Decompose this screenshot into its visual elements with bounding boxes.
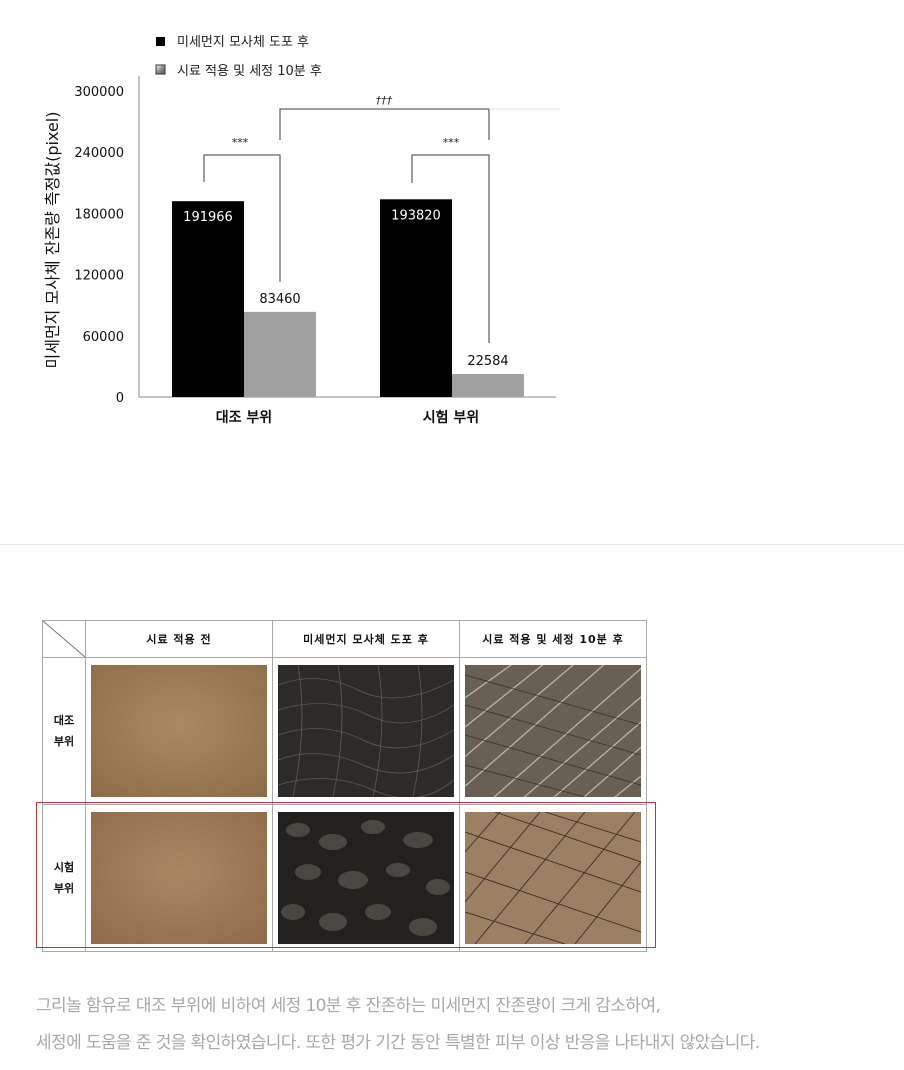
photo-cell <box>272 804 460 952</box>
photo-cell <box>272 657 460 805</box>
y-tick-label: 180000 <box>74 207 124 222</box>
caption-line-1: 그리놀 함유로 대조 부위에 비하여 세정 10분 후 잔존하는 미세먼지 잔존… <box>36 996 661 1016</box>
skin-photo-test-before <box>91 812 267 944</box>
row-header-test-line1: 시험 <box>53 861 75 874</box>
skin-photo-test-wash <box>465 812 641 944</box>
bar-value-label: 191966 <box>183 210 233 225</box>
column-header-after-wash: 시료 적용 및 세정 10분 후 <box>459 620 647 658</box>
legend-label-2: 시료 적용 및 세정 10분 후 <box>177 64 322 79</box>
bar-control-dust <box>172 201 244 397</box>
significance-bracket-between <box>279 108 490 140</box>
legend-swatch-black <box>156 37 165 46</box>
result-caption: 그리놀 함유로 대조 부위에 비하여 세정 10분 후 잔존하는 미세먼지 잔존… <box>36 988 896 1062</box>
skin-photo-test-dust <box>278 812 454 944</box>
diagonal-line <box>43 621 85 657</box>
column-header-before: 시료 적용 전 <box>85 620 273 658</box>
skin-photo-table: 시료 적용 전 미세먼지 모사체 도포 후 시료 적용 및 세정 10분 후 대… <box>42 620 647 952</box>
significance-mark-test: *** <box>443 136 460 149</box>
skin-photo-control-dust <box>278 665 454 797</box>
category-label-test: 시험 부위 <box>423 409 479 426</box>
table-corner-cell <box>42 620 86 658</box>
legend-swatch-gray <box>155 64 166 75</box>
bar-control-wash <box>244 311 316 397</box>
bar-test-dust <box>380 199 452 397</box>
y-tick-label: 0 <box>116 391 124 406</box>
y-tick-label: 240000 <box>74 146 124 161</box>
significance-bracket-test <box>411 154 490 343</box>
column-header-after-dust: 미세먼지 모사체 도포 후 <box>272 620 460 658</box>
caption-line-2: 세정에 도움을 준 것을 확인하였습니다. 또한 평가 기간 동안 특별한 피부… <box>36 1033 760 1053</box>
category-label-control: 대조 부위 <box>216 410 272 426</box>
significance-bracket-control <box>203 154 281 282</box>
photo-cell <box>85 657 273 805</box>
significance-mark-control: *** <box>232 136 249 149</box>
row-header-control-line2: 부위 <box>53 735 75 748</box>
bar-chart: 미세먼지 모사체 도포 후 시료 적용 및 세정 10분 후 미세먼지 모사체 … <box>43 35 560 426</box>
legend-label-1: 미세먼지 모사체 도포 후 <box>177 35 309 50</box>
y-tick-label: 120000 <box>74 269 124 284</box>
skin-photo-control-before <box>91 665 267 797</box>
row-header-control: 대조 부위 <box>42 657 86 805</box>
y-tick-label: 300000 <box>74 85 124 100</box>
bar-value-label: 22584 <box>467 354 508 369</box>
bar-test-wash <box>452 373 524 397</box>
bar-value-label: 193820 <box>391 208 441 223</box>
row-header-control-line1: 대조 <box>53 714 75 727</box>
significance-mark-between: ††† <box>376 94 393 107</box>
y-tick-label: 60000 <box>83 330 124 345</box>
section-divider <box>0 544 904 545</box>
photo-cell <box>459 657 647 805</box>
row-header-test: 시험 부위 <box>42 804 86 952</box>
photo-cell <box>459 804 647 952</box>
row-header-test-line2: 부위 <box>53 882 75 895</box>
bar-value-label: 83460 <box>259 292 300 307</box>
photo-cell <box>85 804 273 952</box>
skin-photo-control-wash <box>465 665 641 797</box>
y-axis-title: 미세먼지 모사체 잔존량 측정값(pixel) <box>43 112 62 369</box>
